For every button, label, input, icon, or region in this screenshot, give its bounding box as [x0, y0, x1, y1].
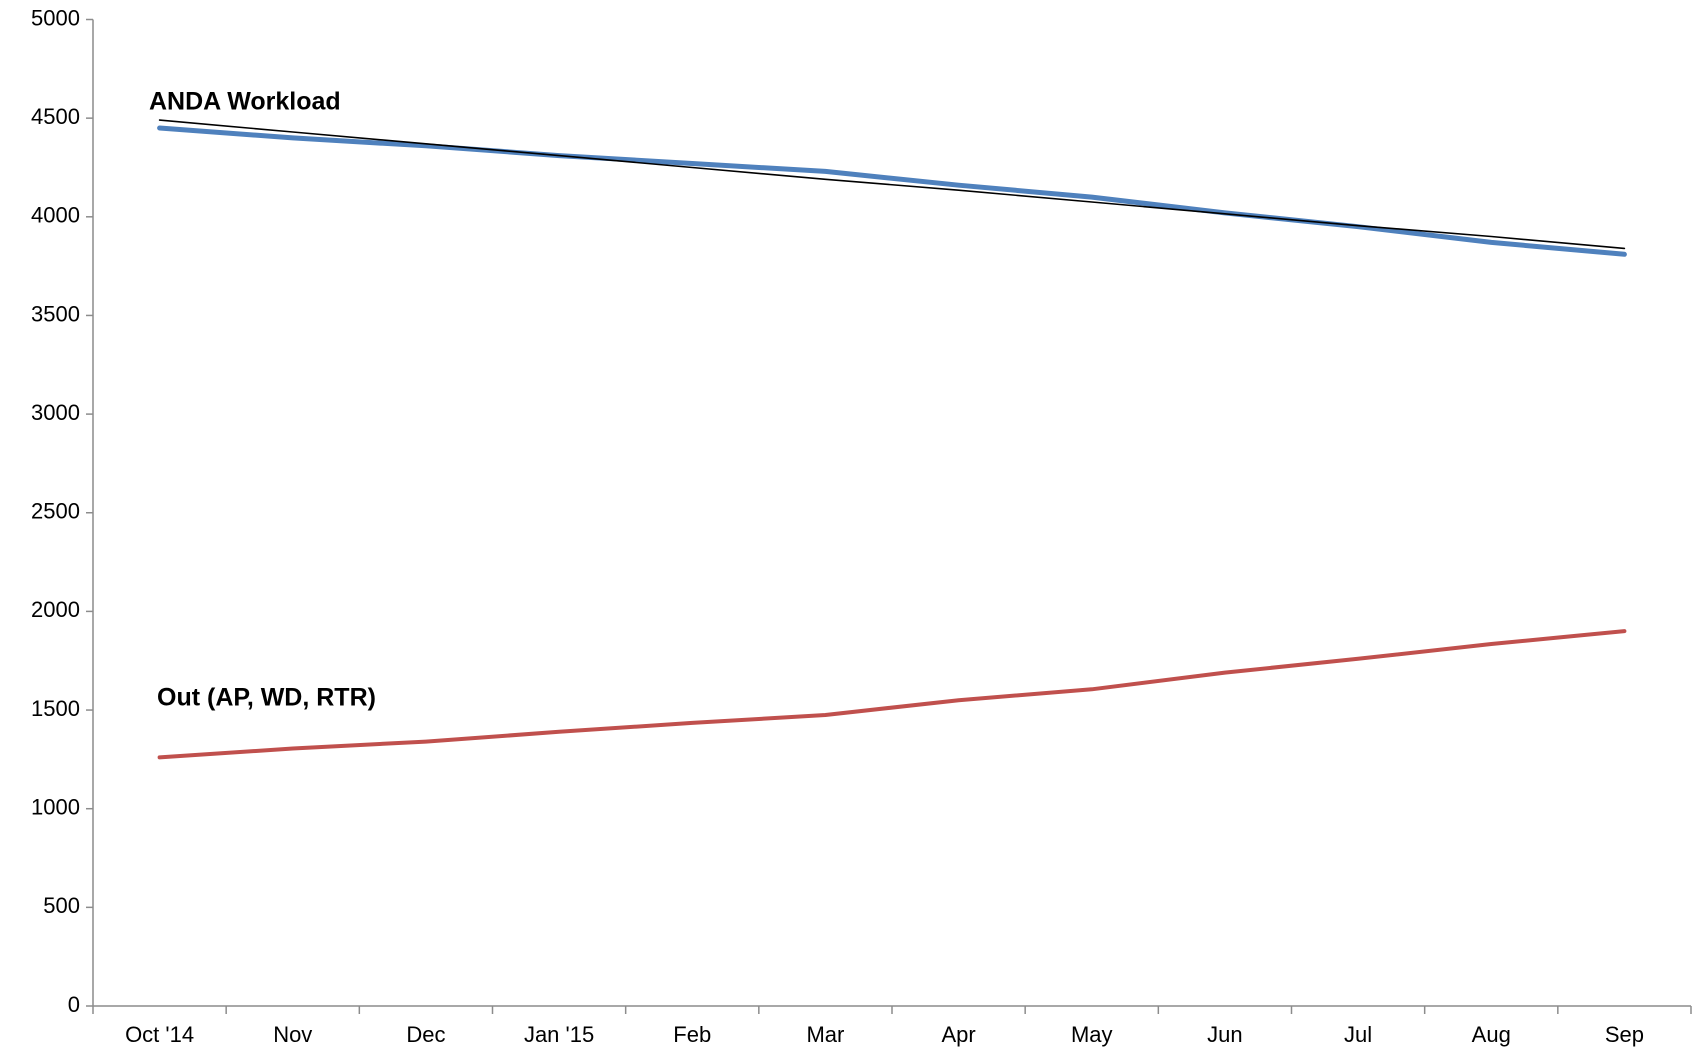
x-tick-label: Nov — [273, 1022, 312, 1047]
y-tick-label: 2000 — [31, 597, 80, 622]
series-label: Out (AP, WD, RTR) — [157, 684, 376, 712]
x-tick-label: Mar — [806, 1022, 844, 1047]
y-tick-label: 3500 — [31, 301, 80, 326]
x-tick-label: Apr — [941, 1022, 975, 1047]
series-line — [158, 119, 1626, 250]
x-tick-label: Sep — [1605, 1022, 1644, 1047]
y-tick-label: 1500 — [31, 696, 80, 721]
y-tick-label: 0 — [68, 992, 80, 1017]
x-tick-label: Dec — [406, 1022, 445, 1047]
y-tick-label: 1000 — [31, 795, 80, 820]
x-tick-label: Jun — [1207, 1022, 1242, 1047]
y-tick-label: 4500 — [31, 104, 80, 129]
x-tick-label: Feb — [673, 1022, 711, 1047]
series-line — [157, 629, 1627, 760]
y-tick-label: 2500 — [31, 499, 80, 524]
y-tick-label: 5000 — [31, 5, 80, 30]
x-tick-label: May — [1071, 1022, 1113, 1047]
series-line — [157, 125, 1627, 257]
y-tick-label: 4000 — [31, 203, 80, 228]
series-label: ANDA Workload — [149, 88, 341, 116]
x-tick-label: Aug — [1472, 1022, 1511, 1047]
y-tick-label: 500 — [43, 893, 80, 918]
y-tick-label: 3000 — [31, 400, 80, 425]
x-tick-label: Jul — [1344, 1022, 1372, 1047]
x-tick-label: Jan '15 — [524, 1022, 594, 1047]
x-tick-label: Oct '14 — [125, 1022, 194, 1047]
